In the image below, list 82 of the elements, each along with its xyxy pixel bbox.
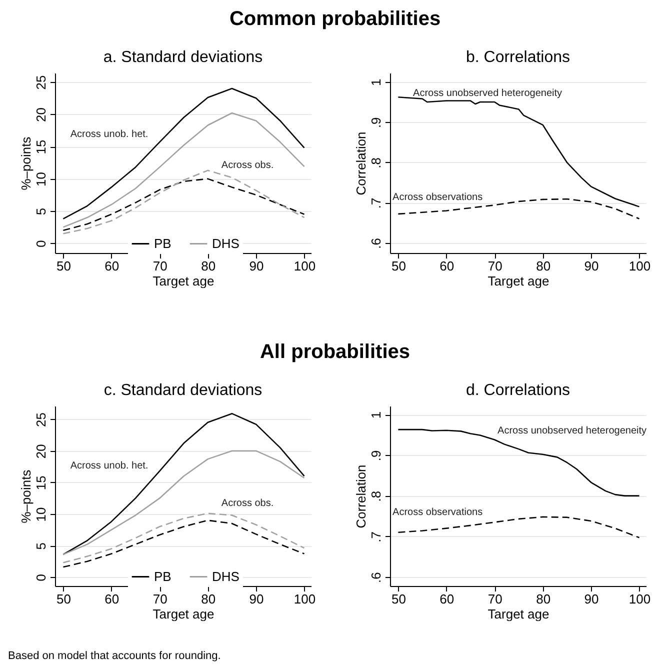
- x-tick-label: 80: [536, 592, 551, 606]
- legend-label: DHS: [212, 236, 240, 251]
- y-tick-label: 20: [34, 444, 48, 459]
- text: Common probabilities: [228, 7, 442, 32]
- x-tick-label: 100: [628, 258, 651, 274]
- x-tick-label: 90: [249, 592, 264, 606]
- x-tick-label: 50: [56, 258, 71, 274]
- x-tick-label: 60: [440, 258, 454, 274]
- annotation: Across unobserved heterogeneity: [498, 425, 647, 436]
- y-tick-label: .9: [368, 450, 384, 462]
- x-tick-label: 100: [294, 258, 316, 274]
- y-tick-label: 10: [34, 507, 48, 522]
- legend-label: PB: [154, 236, 172, 251]
- y-tick-label: 25: [34, 75, 48, 90]
- y-tick-label: 15: [34, 140, 48, 154]
- y-tick-label: .7: [368, 532, 384, 542]
- x-tick-label: 70: [488, 592, 502, 606]
- chart-title: d. Correlations: [466, 382, 570, 399]
- x-axis-title: Target age: [488, 274, 550, 288]
- line-series: [62, 520, 305, 568]
- y-tick-label: 5: [34, 542, 48, 550]
- line-series: [62, 170, 305, 234]
- annotation: Across observations: [392, 507, 483, 518]
- x-axis-title: Target age: [152, 274, 214, 288]
- line-series: [62, 112, 305, 228]
- annotation: Across unob. het.: [70, 460, 148, 472]
- y-tick-label: 20: [34, 108, 48, 122]
- x-tick-label: 90: [584, 258, 599, 274]
- y-tick-label: .6: [368, 572, 384, 583]
- legend-label: PB: [154, 568, 172, 584]
- x-tick-label: 50: [391, 592, 406, 606]
- annotation: Across obs.: [221, 160, 274, 171]
- x-tick-label: 100: [628, 592, 651, 606]
- y-tick-label: .7: [368, 198, 384, 209]
- x-tick-label: 100: [294, 592, 316, 606]
- x-tick-label: 70: [488, 258, 502, 274]
- line-series: [62, 412, 305, 556]
- y-axis-title: %–points: [18, 136, 34, 190]
- x-tick-label: 50: [56, 592, 71, 606]
- y-tick-label: .9: [368, 117, 384, 128]
- x-axis-title: Target age: [152, 606, 214, 622]
- x-tick-label: 80: [201, 592, 216, 606]
- annotation: Across observations: [392, 192, 483, 204]
- x-axis-title: Target age: [488, 606, 550, 622]
- x-tick-label: 70: [152, 258, 168, 274]
- y-tick-label: 15: [34, 476, 48, 490]
- y-tick-label: 10: [34, 172, 48, 187]
- annotation: Across obs.: [221, 498, 274, 510]
- annotation: Across unob. het.: [70, 129, 148, 140]
- text: Based on model that accounts for rounding.: [7, 650, 222, 662]
- y-tick-label: .8: [368, 490, 384, 502]
- line-series: [398, 516, 640, 538]
- y-axis-title: Correlation: [354, 464, 368, 528]
- line-series: [62, 88, 305, 220]
- chart-title: b. Correlations: [466, 49, 570, 66]
- x-tick-label: 80: [201, 258, 216, 274]
- y-tick-label: 25: [34, 412, 48, 427]
- legend-label: DHS: [212, 568, 240, 584]
- annotation: Across unobserved heterogeneity: [413, 88, 562, 99]
- y-tick-label: .6: [368, 238, 384, 249]
- x-tick-label: 70: [152, 592, 168, 606]
- line-series: [62, 178, 305, 232]
- y-tick-label: .8: [368, 157, 384, 168]
- y-tick-label: 0: [34, 240, 48, 248]
- y-tick-label: 5: [34, 208, 48, 216]
- line-series: [62, 450, 305, 556]
- y-tick-label: 1: [368, 411, 384, 419]
- x-tick-label: 50: [391, 258, 406, 274]
- y-axis-title: %–points: [18, 469, 34, 524]
- x-tick-label: 90: [249, 258, 264, 274]
- x-tick-label: 90: [584, 592, 599, 606]
- y-tick-label: 1: [368, 78, 384, 86]
- y-axis-title: Correlation: [354, 132, 368, 196]
- chart-title: a. Standard deviations: [103, 49, 263, 66]
- x-tick-label: 60: [440, 592, 454, 606]
- x-tick-label: 80: [536, 258, 551, 274]
- x-tick-label: 60: [104, 592, 120, 606]
- line-series: [62, 512, 305, 564]
- y-tick-label: 0: [34, 574, 48, 582]
- chart-title: c. Standard deviations: [104, 382, 262, 399]
- x-tick-label: 60: [104, 258, 120, 274]
- text: All probabilities: [258, 340, 412, 365]
